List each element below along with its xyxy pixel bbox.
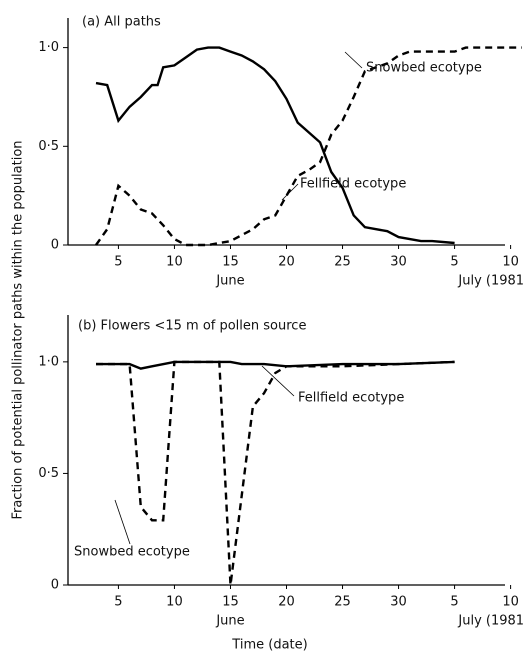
month-label: July (1981) — [457, 614, 524, 629]
series-line — [96, 360, 455, 586]
series-line — [95, 46, 455, 245]
x-tick-label: 10 — [502, 255, 519, 270]
x-tick-label: 20 — [278, 595, 295, 610]
x-tick-label: 10 — [166, 255, 183, 270]
x-tick-label: 5 — [114, 595, 122, 610]
series-name: Fellfield ecotype — [300, 177, 406, 192]
y-tick-label: 0·5 — [38, 139, 59, 154]
x-tick-label: 10 — [166, 595, 183, 610]
x-tick-label: 25 — [334, 255, 351, 270]
panel-title: (b) Flowers <15 m of pollen source — [78, 319, 306, 334]
y-tick-label: 0 — [51, 238, 59, 253]
x-tick-label: 5 — [450, 595, 458, 610]
panel-title: (a) All paths — [82, 15, 161, 30]
x-tick-label: 10 — [502, 595, 519, 610]
x-axis-label: Time (date) — [231, 638, 307, 653]
series-line — [96, 360, 455, 370]
leader-line — [281, 183, 299, 201]
y-tick-label: 1·0 — [38, 354, 59, 369]
x-tick-label: 5 — [114, 255, 122, 270]
x-tick-label: 30 — [390, 255, 407, 270]
x-tick-label: 5 — [450, 255, 458, 270]
y-tick-label: 0 — [51, 578, 59, 593]
series-name: Snowbed ecotype — [366, 61, 482, 76]
leader-line — [114, 499, 131, 545]
y-tick-label: 1·0 — [38, 40, 59, 55]
x-tick-label: 15 — [222, 255, 239, 270]
month-label: July (1981) — [457, 274, 524, 289]
x-tick-label: 30 — [390, 595, 407, 610]
month-label: June — [215, 274, 244, 289]
leader-line — [344, 51, 363, 69]
series-name: Snowbed ecotype — [74, 545, 190, 560]
x-tick-label: 20 — [278, 255, 295, 270]
y-axis-label: Fraction of potential pollinator paths w… — [11, 140, 26, 519]
x-tick-label: 25 — [334, 595, 351, 610]
y-tick-label: 0·5 — [38, 466, 59, 481]
x-tick-label: 15 — [222, 595, 239, 610]
leader-line — [261, 365, 295, 397]
series-line — [95, 46, 522, 247]
month-label: June — [215, 614, 244, 629]
series-name: Fellfield ecotype — [298, 391, 404, 406]
